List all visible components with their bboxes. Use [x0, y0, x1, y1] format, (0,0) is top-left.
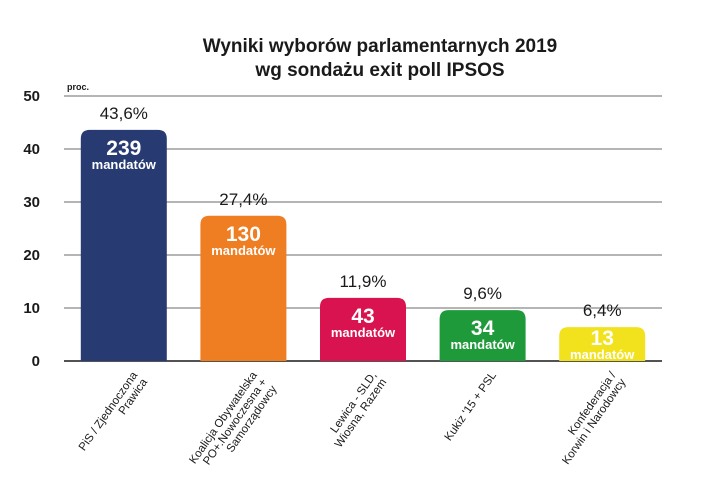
- y-axis-ticks: 0 10 20 30 40 50: [23, 88, 40, 370]
- seats-unit-label: mandatów: [570, 347, 635, 362]
- x-category-label: Kukiz '15 + PSL: [443, 369, 500, 443]
- x-category-line: PiS / Zjednoczona: [77, 369, 141, 453]
- bars: 43,6%239mandatów27,4%130mandatów11,9%43m…: [80, 104, 646, 362]
- seats-count: 239: [106, 137, 141, 160]
- x-category-label: Konfederacja /Korwin i Narodowcy: [560, 369, 628, 467]
- seats-count: 43: [351, 305, 374, 328]
- percent-label: 27,4%: [219, 190, 267, 209]
- bar: [439, 310, 526, 361]
- percent-label: 6,4%: [583, 301, 622, 320]
- y-tick-label: 50: [23, 88, 40, 105]
- y-tick-label: 0: [32, 353, 40, 370]
- percent-label: 43,6%: [100, 104, 148, 123]
- chart-title-line-2: wg sondażu exit poll IPSOS: [254, 60, 504, 81]
- y-axis-unit: proc.: [67, 82, 89, 92]
- bar: [200, 215, 287, 361]
- bar: [80, 129, 167, 361]
- seats-unit-label: mandatów: [331, 325, 396, 340]
- bar: [559, 327, 646, 361]
- percent-label: 11,9%: [340, 272, 387, 291]
- seats-unit-label: mandatów: [92, 157, 157, 172]
- seats-count: 13: [591, 327, 614, 350]
- y-tick-label: 20: [23, 247, 40, 264]
- seats-count: 130: [226, 223, 261, 246]
- y-tick-label: 40: [23, 141, 40, 158]
- chart-title-line-1: Wyniki wyborów parlamentarnych 2019: [203, 36, 557, 57]
- seats-count: 34: [471, 317, 495, 340]
- y-tick-label: 10: [23, 300, 40, 317]
- percent-label: 9,6%: [463, 284, 502, 303]
- bar: [320, 297, 406, 361]
- x-category-label: Lewica - SLD,Wiosna, Razem: [329, 370, 390, 450]
- seats-unit-label: mandatów: [450, 337, 515, 352]
- x-category-line: Kukiz '15 + PSL: [443, 369, 500, 443]
- y-tick-label: 30: [23, 194, 40, 211]
- seats-unit-label: mandatów: [211, 243, 276, 258]
